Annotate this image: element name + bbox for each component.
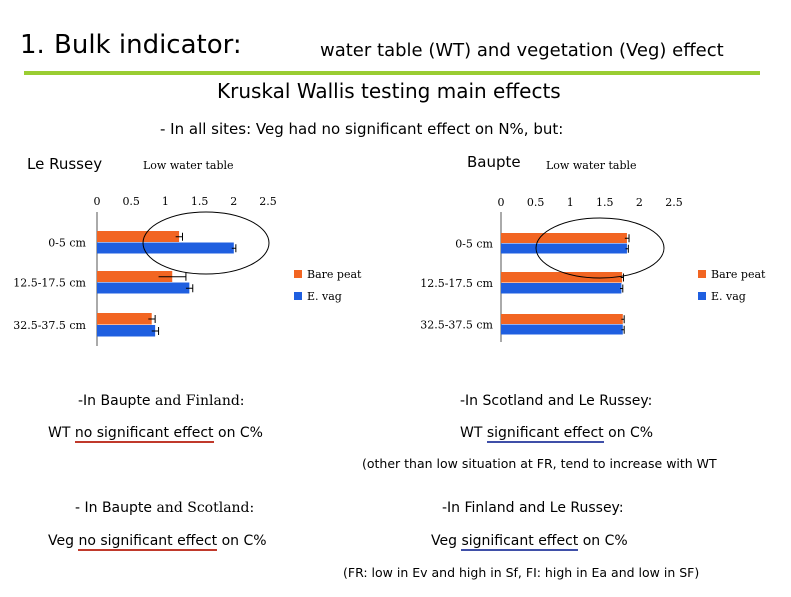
bar-e-vag bbox=[97, 282, 190, 294]
title-number: 1. bbox=[20, 30, 45, 60]
underlined-text: significant effect bbox=[486, 425, 604, 443]
y-category-label: 0-5 cm bbox=[455, 238, 493, 251]
y-category-label: 0-5 cm bbox=[48, 237, 86, 250]
bar-e-vag bbox=[97, 325, 156, 337]
y-category-label: 12.5-17.5 cm bbox=[420, 277, 493, 290]
note-text: and Finland: bbox=[150, 393, 245, 409]
note-text: on C% bbox=[217, 533, 267, 549]
site-label-baupte: Baupte bbox=[467, 153, 521, 171]
bar-bare-peat bbox=[97, 231, 180, 242]
note-text: and Scotland: bbox=[152, 500, 255, 516]
x-tick-label: 2.5 bbox=[665, 196, 683, 209]
x-tick-label: 0 bbox=[94, 195, 101, 208]
x-tick-label: 0.5 bbox=[122, 195, 140, 208]
note-text: on C% bbox=[578, 533, 628, 549]
bar-bare-peat bbox=[97, 313, 152, 325]
x-tick-label: 1.5 bbox=[191, 195, 209, 208]
bar-e-vag bbox=[97, 242, 234, 254]
note-text: on C% bbox=[603, 425, 654, 441]
note-veg-effect-sites: -In Finland and Le Russey: bbox=[442, 500, 624, 516]
x-tick-label: 1 bbox=[567, 196, 574, 209]
y-category-label: 32.5-37.5 cm bbox=[420, 319, 493, 332]
note-veg-no-effect: Veg no significant effect on C% bbox=[48, 533, 267, 551]
note-wt-remark: (other than low situation at FR, tend to… bbox=[362, 456, 717, 471]
note-wt-no-effect: WT no significant effect on C% bbox=[48, 425, 263, 443]
page-title-sub: water table (WT) and vegetation (Veg) ef… bbox=[320, 40, 724, 61]
bar-e-vag bbox=[501, 324, 623, 335]
legend-swatch bbox=[698, 270, 706, 278]
highlight-ellipse bbox=[142, 211, 270, 275]
note-text: on C% bbox=[213, 425, 263, 441]
legend-label: E. vag bbox=[711, 290, 746, 303]
note-veg-no-effect-sites: - In Baupte and Scotland: bbox=[75, 500, 254, 516]
legend-swatch bbox=[698, 292, 706, 300]
chart-title: Low water table bbox=[143, 159, 234, 172]
note-wt-effect-sites: -In Scotland and Le Russey: bbox=[460, 393, 653, 409]
x-tick-label: 0 bbox=[498, 196, 505, 209]
legend-label: Bare peat bbox=[711, 268, 766, 281]
site-label-le-russey: Le Russey bbox=[27, 155, 103, 173]
underlined-text: no significant effect bbox=[78, 533, 218, 551]
x-tick-label: 0.5 bbox=[527, 196, 545, 209]
note-veg-effect: Veg significant effect on C% bbox=[431, 533, 628, 551]
x-tick-label: 1.5 bbox=[596, 196, 614, 209]
note-veg-remark: (FR: low in Ev and high in Sf, FI: high … bbox=[343, 565, 700, 580]
bar-bare-peat bbox=[501, 314, 623, 324]
subtitle: Kruskal Wallis testing main effects bbox=[217, 79, 561, 103]
note-wt-effect: WT significant effect on C% bbox=[460, 425, 654, 443]
note-text: WT bbox=[460, 425, 487, 441]
x-tick-label: 1 bbox=[162, 195, 169, 208]
bar-e-vag bbox=[501, 243, 627, 254]
chart-title: Low water table bbox=[546, 159, 637, 172]
note-text: - In Baupte bbox=[75, 500, 152, 516]
y-category-label: 12.5-17.5 cm bbox=[13, 277, 86, 290]
bar-bare-peat bbox=[501, 272, 623, 283]
legend-swatch bbox=[294, 270, 302, 278]
underlined-text: no significant effect bbox=[74, 425, 214, 443]
legend-swatch bbox=[294, 292, 302, 300]
x-tick-label: 2 bbox=[230, 195, 237, 208]
bar-bare-peat bbox=[97, 271, 173, 282]
note-text: WT bbox=[48, 425, 75, 441]
note-text: Veg bbox=[48, 533, 79, 549]
page-title: Bulk indicator: bbox=[54, 30, 242, 60]
x-tick-label: 2.5 bbox=[259, 195, 277, 208]
note-text: Veg bbox=[431, 533, 462, 549]
bar-e-vag bbox=[501, 283, 622, 294]
highlight-ellipse bbox=[535, 217, 665, 279]
x-tick-label: 2 bbox=[636, 196, 643, 209]
note-wt-no-effect-sites: -In Baupte and Finland: bbox=[78, 393, 245, 409]
bar-bare-peat bbox=[501, 233, 627, 243]
underlined-text: significant effect bbox=[461, 533, 579, 551]
intro-text: - In all sites: Veg had no significant e… bbox=[160, 120, 564, 138]
title-underline bbox=[24, 71, 760, 75]
note-text: -In Baupte bbox=[78, 393, 151, 409]
legend-label: Bare peat bbox=[307, 268, 362, 281]
y-category-label: 32.5-37.5 cm bbox=[13, 319, 86, 332]
legend-label: E. vag bbox=[307, 290, 342, 303]
